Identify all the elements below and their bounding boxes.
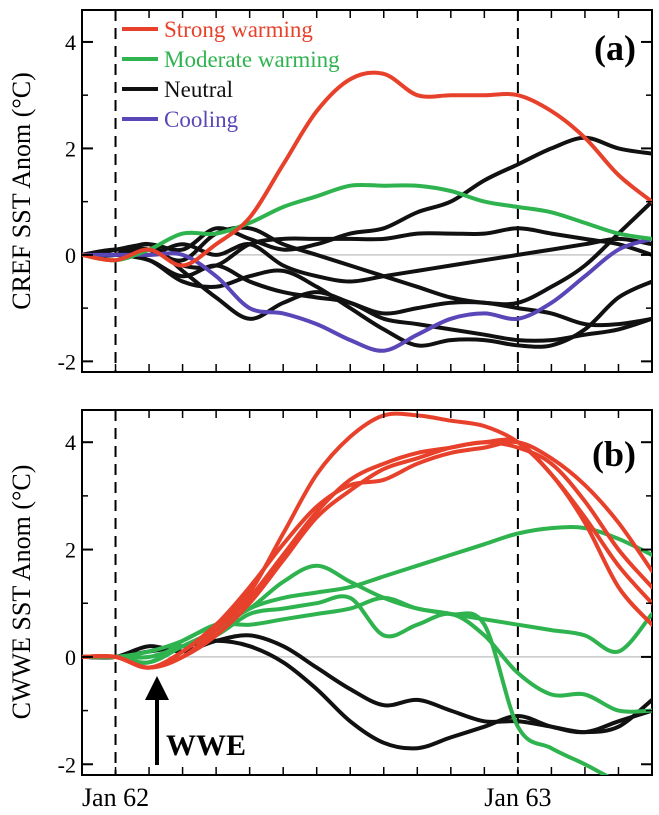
wwe-annotation-label: WWE xyxy=(166,729,246,762)
y-tick-label: 4 xyxy=(65,30,76,55)
series-line-strong-warming-1 xyxy=(82,411,652,670)
series-line-neutral-3 xyxy=(82,135,652,257)
y-tick-label: 2 xyxy=(65,136,76,161)
panel-a-label: (a) xyxy=(594,28,636,68)
series-lines xyxy=(82,411,652,775)
series-line-moderate-warming-7 xyxy=(82,594,652,714)
series-line-neutral-8 xyxy=(82,252,652,343)
panel-a-frame xyxy=(81,9,653,373)
legend-label-strong-warming: Strong warming xyxy=(164,17,313,42)
legend-label-moderate-warming: Moderate warming xyxy=(164,47,340,72)
series-line-moderate-warming-5 xyxy=(82,525,652,665)
series-lines xyxy=(82,70,652,353)
y-tick-label: 4 xyxy=(65,430,76,455)
panel-b-y-axis-label: CWWE SST Anom (°C) xyxy=(7,465,36,720)
y-tick-label: 0 xyxy=(65,645,76,670)
series-line-strong-warming-3 xyxy=(82,440,652,670)
y-tick-label: -2 xyxy=(58,349,76,374)
wwe-arrow-head-icon xyxy=(145,676,169,700)
panel-a: -2 0 2 4 CREF SST Anom (°C) (a) Strong warm… xyxy=(7,9,653,374)
series-line-neutral-4 xyxy=(82,199,652,307)
series-line-neutral-9 xyxy=(82,252,652,349)
legend: Strong warming Moderate warming Neutral Coo… xyxy=(122,17,340,132)
panel-b-plot-area: -2 0 2 4 xyxy=(58,410,653,777)
x-tick-label: Jan 62 xyxy=(82,783,149,812)
series-line-cooling-10 xyxy=(82,236,652,353)
x-tick-label: Jan 63 xyxy=(484,783,551,812)
series-line-moderate-warming-8 xyxy=(82,595,610,775)
legend-label-neutral: Neutral xyxy=(164,77,233,102)
series-line-strong-warming-4 xyxy=(82,439,652,670)
series-line-strong-warming-1 xyxy=(82,70,652,268)
panel-a-plot-area: -2 0 2 4 xyxy=(58,10,653,374)
panel-b-label: (b) xyxy=(592,434,636,474)
y-tick-label: 2 xyxy=(65,538,76,563)
panel-a-y-axis-label: CREF SST Anom (°C) xyxy=(7,72,36,309)
wwe-annotation: WWE xyxy=(145,676,246,765)
legend-label-cooling: Cooling xyxy=(164,107,239,132)
panel-b-frame xyxy=(81,409,653,776)
series-line-neutral-6 xyxy=(82,236,652,284)
x-axis-tick-labels: Jan 62 Jan 63 xyxy=(82,783,552,812)
panel-b: -2 0 2 4 CWWE SST Anom (°C) (b) WWE xyxy=(7,409,653,777)
y-tick-label: -2 xyxy=(58,752,76,777)
y-tick-label: 0 xyxy=(65,243,76,268)
series-line-moderate-warming-2 xyxy=(82,182,652,263)
